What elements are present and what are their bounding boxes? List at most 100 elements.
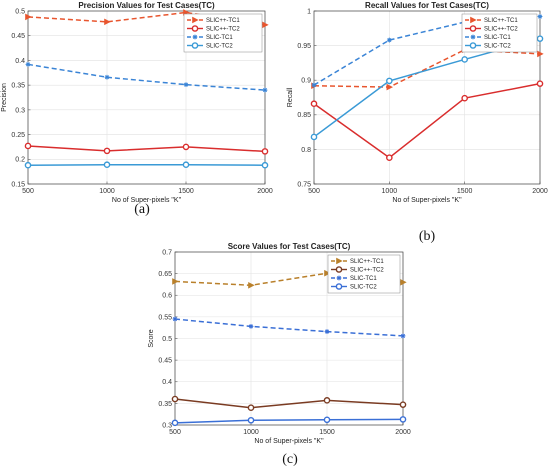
legend: SLIC++-TC1 SLIC++-TC2 SLIC-TC1 SLIC-TC2 xyxy=(183,13,263,53)
legend-marker xyxy=(191,42,199,49)
y-tick-label: 0.35 xyxy=(158,401,172,408)
y-tick-label: 0.4 xyxy=(162,379,172,386)
y-tick-label: 0.85 xyxy=(297,112,311,119)
legend-marker xyxy=(192,34,198,40)
data-point xyxy=(386,154,393,162)
data-point xyxy=(311,82,317,88)
legend-marker xyxy=(469,25,477,32)
legend-entry: SLIC-TC1 xyxy=(350,276,377,282)
legend-entry: SLIC-TC2 xyxy=(484,44,511,50)
series-slic-tc2 xyxy=(171,395,407,412)
series-line xyxy=(174,398,404,409)
legend-marker xyxy=(469,42,477,49)
data-point xyxy=(399,401,407,408)
plot-frame xyxy=(174,251,404,426)
data-point xyxy=(24,161,32,169)
x-tick-label: 500 xyxy=(169,429,181,436)
data-point xyxy=(104,18,111,26)
chart-2: 0.3 0.35 0.4 0.45 0.5 0.55 0.6 0.65 0.7 500 1000 15… xyxy=(148,242,411,467)
x-axis-label: No of Super-pixels "K" xyxy=(112,197,182,204)
data-point xyxy=(324,269,331,277)
data-point xyxy=(247,404,255,412)
data-point xyxy=(172,316,178,322)
x-tick-label: 1500 xyxy=(457,188,473,195)
series-line xyxy=(174,272,404,287)
series-slic-tc1 xyxy=(25,9,269,29)
data-point xyxy=(386,83,393,91)
legend-entry: SLIC++-TC1 xyxy=(350,259,384,265)
plot-frame xyxy=(313,10,541,185)
data-point xyxy=(323,397,331,404)
x-tick-label: 500 xyxy=(308,188,320,195)
series-slic-tc2 xyxy=(24,161,269,169)
y-tick-label: 0.3 xyxy=(15,107,25,114)
y-tick-label: 1 xyxy=(307,8,311,15)
legend-marker xyxy=(335,266,343,273)
legend-marker xyxy=(192,16,199,24)
y-axis-label: Precision xyxy=(1,83,8,112)
data-point xyxy=(171,419,179,427)
x-tick-label: 2000 xyxy=(395,429,411,436)
legend-entry: SLIC++-TC2 xyxy=(350,268,384,274)
x-tick-label: 1500 xyxy=(178,188,194,195)
legend-marker xyxy=(335,283,343,290)
data-point xyxy=(261,148,269,155)
x-axis-label: No of Super-pixels "K" xyxy=(392,197,462,204)
legend-marker xyxy=(191,25,199,32)
data-point xyxy=(171,395,179,403)
legend: SLIC++-TC1 SLIC++-TC2 SLIC-TC1 SLIC-TC2 xyxy=(327,254,401,294)
legend-entry: SLIC++-TC2 xyxy=(484,27,518,33)
series-slic-tc2 xyxy=(24,142,269,155)
chart-caption: (c) xyxy=(282,452,298,467)
chart-caption: (b) xyxy=(419,229,436,244)
series-line xyxy=(313,82,541,159)
legend-entry: SLIC-TC2 xyxy=(350,285,377,291)
data-point xyxy=(104,74,110,80)
series-line xyxy=(174,318,404,337)
legend-entry: SLIC++-TC1 xyxy=(206,18,240,24)
x-axis-label: No of Super-pixels "K" xyxy=(254,438,324,445)
data-point xyxy=(386,37,392,43)
data-point xyxy=(400,333,406,339)
chart-caption: (a) xyxy=(134,202,150,217)
data-point xyxy=(310,133,318,141)
y-tick-label: 0.8 xyxy=(301,147,311,154)
y-tick-label: 0.35 xyxy=(11,83,25,90)
y-tick-label: 0.45 xyxy=(11,33,25,40)
legend-marker xyxy=(470,34,476,40)
y-tick-label: 0.2 xyxy=(15,157,25,164)
series-slic-tc2 xyxy=(310,80,544,162)
x-tick-label: 1500 xyxy=(319,429,335,436)
series-line xyxy=(27,63,266,91)
data-point xyxy=(182,143,190,151)
x-tick-label: 1000 xyxy=(382,188,398,195)
y-tick-label: 0.15 xyxy=(11,181,25,188)
y-tick-label: 0.7 xyxy=(162,249,172,256)
y-tick-label: 0.9 xyxy=(301,78,311,85)
x-tick-label: 2000 xyxy=(257,188,273,195)
data-point xyxy=(461,94,468,102)
y-tick-label: 0.45 xyxy=(158,358,172,365)
chart-0: 0.15 0.2 0.25 0.3 0.35 0.4 0.45 0.5 500 1000 1500 2… xyxy=(1,1,273,217)
legend-marker xyxy=(336,257,343,265)
y-tick-label: 0.95 xyxy=(297,43,311,50)
x-tick-label: 500 xyxy=(22,188,34,195)
data-point xyxy=(537,14,543,19)
y-tick-label: 0.75 xyxy=(297,181,311,188)
series-line xyxy=(27,163,266,166)
data-point xyxy=(536,80,544,87)
data-point xyxy=(536,35,544,42)
data-point xyxy=(25,61,31,67)
data-point xyxy=(247,416,255,424)
y-tick-label: 0.3 xyxy=(162,422,172,429)
data-point xyxy=(323,416,331,424)
data-point xyxy=(537,50,544,58)
y-axis-label: Recall xyxy=(287,87,294,107)
series-slic-tc1 xyxy=(25,61,268,93)
series-slic-tc2 xyxy=(171,416,407,427)
data-point xyxy=(248,323,254,329)
x-tick-label: 1000 xyxy=(243,429,259,436)
chart-title: Recall Values for Test Cases(TC) xyxy=(365,1,489,10)
y-tick-label: 0.5 xyxy=(15,8,25,15)
